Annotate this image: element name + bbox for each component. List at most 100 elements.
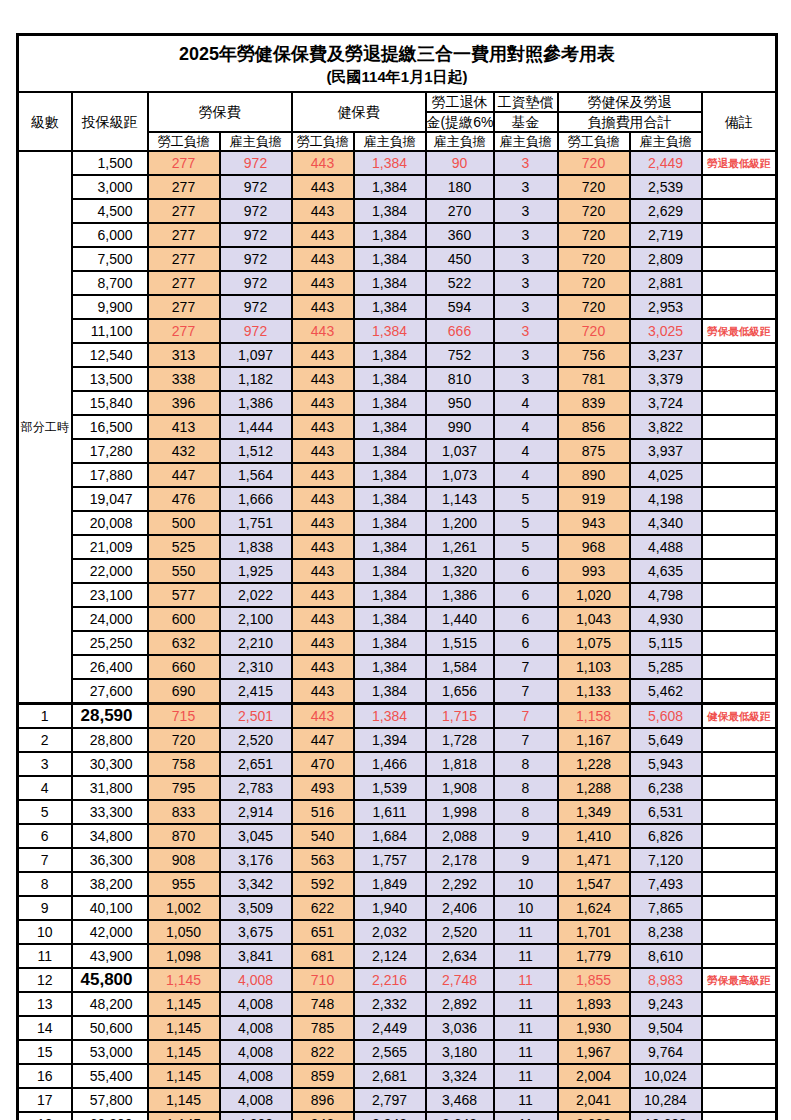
cell-pension: 594 [426, 295, 494, 319]
cell-total-er: 5,608 [630, 704, 702, 729]
cell-li-er: 2,651 [220, 752, 292, 776]
cell-pension: 3,648 [426, 1112, 494, 1120]
table-row: 1553,0001,1454,0088222,5653,180111,9679,… [18, 1040, 777, 1064]
subheader-li-employee: 勞工負擔 [148, 132, 220, 151]
cell-total-emp: 856 [558, 415, 630, 439]
cell-note [702, 439, 777, 463]
cell-fund: 3 [494, 223, 558, 247]
cell-bracket: 11,100 [72, 319, 148, 343]
cell-hi-emp: 443 [292, 367, 354, 391]
cell-pension: 1,515 [426, 631, 494, 655]
cell-fund: 3 [494, 199, 558, 223]
cell-hi-er: 2,124 [354, 944, 426, 968]
cell-pension: 1,386 [426, 583, 494, 607]
cell-hi-emp: 443 [292, 511, 354, 535]
subheader-total-employee: 勞工負擔 [558, 132, 630, 151]
cell-fund: 3 [494, 247, 558, 271]
cell-total-er: 4,798 [630, 583, 702, 607]
cell-pension: 1,143 [426, 487, 494, 511]
cell-total-emp: 720 [558, 319, 630, 343]
cell-li-emp: 1,145 [148, 1016, 220, 1040]
cell-li-er: 2,210 [220, 631, 292, 655]
cell-note [702, 679, 777, 704]
cell-hi-emp: 563 [292, 848, 354, 872]
cell-note: 勞退最低級距 [702, 151, 777, 175]
cell-total-er: 3,822 [630, 415, 702, 439]
cell-fund: 4 [494, 439, 558, 463]
cell-li-emp: 1,145 [148, 1040, 220, 1064]
cell-total-emp: 720 [558, 199, 630, 223]
cell-hi-emp: 443 [292, 223, 354, 247]
cell-hi-emp: 516 [292, 800, 354, 824]
cell-hi-emp: 443 [292, 439, 354, 463]
cell-fund: 3 [494, 367, 558, 391]
cell-level: 6 [18, 824, 72, 848]
cell-total-emp: 890 [558, 463, 630, 487]
cell-li-er: 3,841 [220, 944, 292, 968]
cell-note [702, 583, 777, 607]
cell-hi-emp: 748 [292, 992, 354, 1016]
cell-bracket: 45,800 [72, 968, 148, 992]
cell-hi-er: 2,681 [354, 1064, 426, 1088]
cell-total-er: 5,943 [630, 752, 702, 776]
cell-hi-emp: 443 [292, 271, 354, 295]
cell-fund: 7 [494, 679, 558, 704]
cell-level: 8 [18, 872, 72, 896]
cell-hi-emp: 622 [292, 896, 354, 920]
cell-li-emp: 1,002 [148, 896, 220, 920]
cell-hi-er: 1,757 [354, 848, 426, 872]
cell-li-emp: 277 [148, 175, 220, 199]
cell-total-emp: 1,167 [558, 728, 630, 752]
table-row: 1245,8001,1454,0087102,2162,748111,8558,… [18, 968, 777, 992]
cell-hi-er: 1,849 [354, 872, 426, 896]
cell-total-er: 2,953 [630, 295, 702, 319]
cell-note [702, 1016, 777, 1040]
cell-li-er: 1,838 [220, 535, 292, 559]
cell-li-emp: 525 [148, 535, 220, 559]
table-row: 26,4006602,3104431,3841,58471,1035,285 [18, 655, 777, 679]
cell-note [702, 559, 777, 583]
cell-li-er: 1,444 [220, 415, 292, 439]
cell-bracket: 23,100 [72, 583, 148, 607]
cell-bracket: 7,500 [72, 247, 148, 271]
cell-fund: 5 [494, 511, 558, 535]
cell-total-er: 2,809 [630, 247, 702, 271]
cell-total-er: 7,120 [630, 848, 702, 872]
cell-li-er: 2,100 [220, 607, 292, 631]
cell-pension: 1,320 [426, 559, 494, 583]
cell-li-emp: 277 [148, 199, 220, 223]
cell-hi-emp: 443 [292, 343, 354, 367]
cell-li-emp: 632 [148, 631, 220, 655]
subheader-fund-employer: 雇主負擔 [494, 132, 558, 151]
cell-li-er: 972 [220, 199, 292, 223]
subheader-pension-employer: 雇主負擔 [426, 132, 494, 151]
cell-bracket: 24,000 [72, 607, 148, 631]
cell-hi-emp: 443 [292, 319, 354, 343]
cell-li-emp: 955 [148, 872, 220, 896]
cell-total-er: 7,865 [630, 896, 702, 920]
table-row: 25,2506322,2104431,3841,51561,0755,115 [18, 631, 777, 655]
cell-pension: 950 [426, 391, 494, 415]
cell-fund: 9 [494, 824, 558, 848]
cell-note [702, 728, 777, 752]
cell-pension: 2,634 [426, 944, 494, 968]
cell-level: 5 [18, 800, 72, 824]
cell-level: 4 [18, 776, 72, 800]
table-row: 3,0002779724431,38418037202,539 [18, 175, 777, 199]
cell-pension: 3,180 [426, 1040, 494, 1064]
cell-total-emp: 1,547 [558, 872, 630, 896]
cell-li-er: 1,386 [220, 391, 292, 415]
cell-total-er: 5,649 [630, 728, 702, 752]
cell-note [702, 631, 777, 655]
header-wage-fund-line1: 工資墊償 [494, 92, 558, 112]
cell-hi-er: 2,216 [354, 968, 426, 992]
cell-bracket: 17,880 [72, 463, 148, 487]
cell-hi-er: 1,384 [354, 295, 426, 319]
cell-pension: 1,037 [426, 439, 494, 463]
cell-total-emp: 993 [558, 559, 630, 583]
cell-hi-er: 2,565 [354, 1040, 426, 1064]
table-row: 17,8804471,5644431,3841,07348904,025 [18, 463, 777, 487]
cell-total-er: 3,937 [630, 439, 702, 463]
cell-note [702, 463, 777, 487]
cell-li-er: 1,097 [220, 343, 292, 367]
